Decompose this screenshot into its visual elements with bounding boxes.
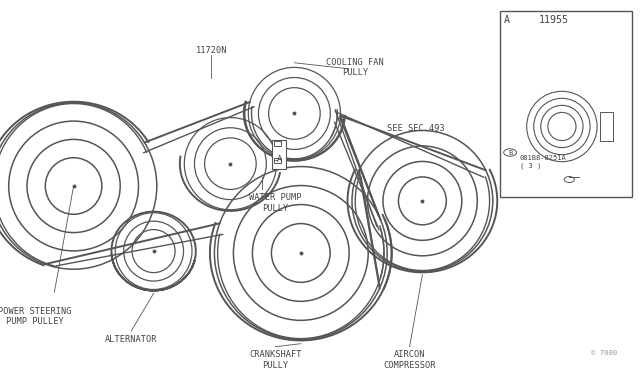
Bar bbox=[272, 140, 286, 169]
Text: A: A bbox=[277, 155, 282, 164]
Bar bbox=[600, 112, 613, 141]
Text: AIRCON
COMPRESSOR: AIRCON COMPRESSOR bbox=[383, 350, 436, 370]
Text: WATER PUMP
PULLY: WATER PUMP PULLY bbox=[249, 193, 301, 213]
Text: POWER STEERING
PUMP PULLEY: POWER STEERING PUMP PULLEY bbox=[0, 307, 72, 326]
Text: 081B8-8251A
( 3 ): 081B8-8251A ( 3 ) bbox=[520, 155, 566, 169]
Text: 11720N: 11720N bbox=[195, 46, 227, 55]
Bar bbox=[500, 11, 632, 197]
Text: 11955: 11955 bbox=[539, 15, 569, 25]
Text: CRANKSHAFT
PULLY: CRANKSHAFT PULLY bbox=[249, 350, 301, 370]
Text: B: B bbox=[508, 150, 512, 155]
Text: A: A bbox=[504, 15, 509, 25]
Text: COOLING FAN
PULLY: COOLING FAN PULLY bbox=[326, 58, 384, 77]
Text: © 7000: © 7000 bbox=[591, 350, 618, 356]
Text: ALTERNATOR: ALTERNATOR bbox=[105, 335, 157, 344]
Text: SEE SEC.493: SEE SEC.493 bbox=[387, 124, 445, 133]
Bar bbox=[274, 141, 282, 146]
Bar bbox=[274, 158, 282, 163]
